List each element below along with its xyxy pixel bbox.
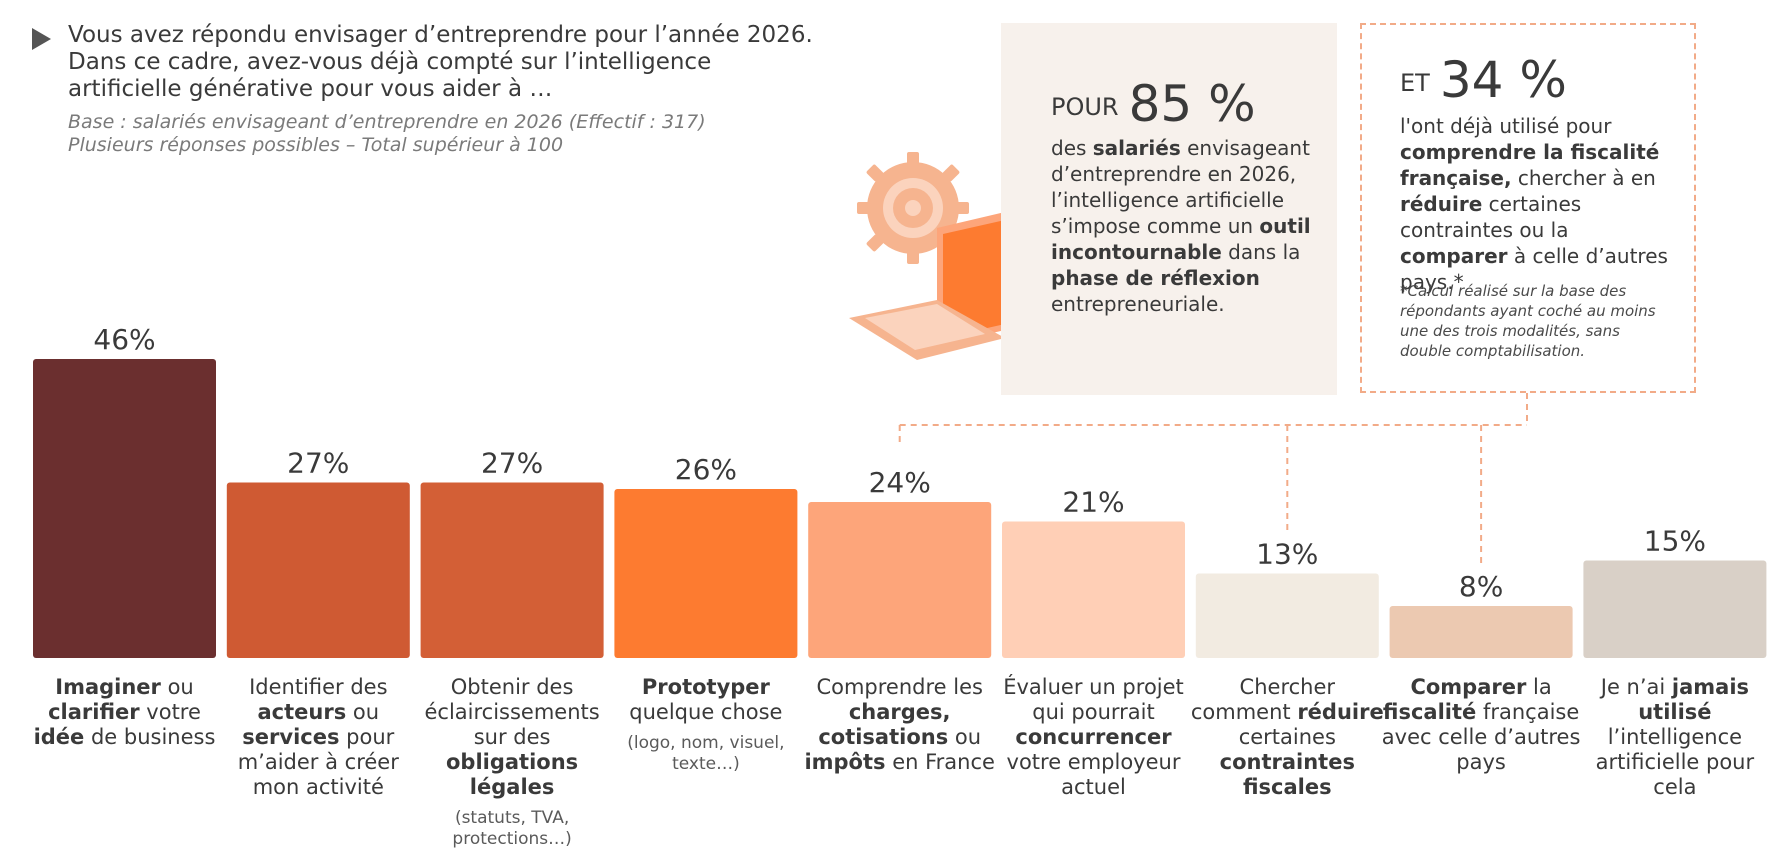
category-note: (logo, nom, visuel, texte…) bbox=[627, 733, 785, 774]
callout-prefix: POUR bbox=[1051, 93, 1119, 121]
category-label-6: Évaluer un projet qui pourrait concurren… bbox=[1003, 675, 1184, 799]
category-bold-text: acteurs bbox=[257, 700, 347, 724]
category-bold-text: services bbox=[242, 725, 340, 749]
bar-3 bbox=[420, 482, 604, 658]
category-bold-text: contraintes fiscales bbox=[1219, 750, 1355, 799]
category-bold-text: jamais utilisé bbox=[1638, 675, 1750, 724]
bar-value-label-3: 27% bbox=[481, 447, 543, 480]
bar-7 bbox=[1195, 573, 1379, 658]
callout-body: l'ont déjà utilisé pour comprendre la fi… bbox=[1400, 113, 1680, 295]
callout-bold: réduire bbox=[1400, 192, 1483, 216]
bar-2 bbox=[226, 482, 410, 658]
callout-text: chercher à en bbox=[1511, 166, 1656, 190]
question-block: Vous avez répondu envisager d’entreprend… bbox=[32, 22, 832, 157]
question-title: Vous avez répondu envisager d’entreprend… bbox=[68, 22, 813, 102]
category-bold-text: idée bbox=[33, 725, 85, 749]
category-label-2: Identifier des acteurs ou services pour … bbox=[237, 675, 399, 799]
category-label-4: Prototyper quelque chose (logo, nom, visu… bbox=[606, 675, 806, 775]
gear-laptop-illustration bbox=[849, 152, 1005, 360]
bar-8 bbox=[1389, 606, 1573, 658]
category-bold-text: réduire bbox=[1297, 700, 1384, 724]
callout-text: l'ont déjà utilisé pour bbox=[1400, 114, 1612, 138]
callout-card-34: ET 34 % l'ont déjà utilisé pour comprendr… bbox=[1360, 23, 1696, 393]
callout-headline: POUR 85 % bbox=[1051, 75, 1256, 133]
callout-text: des bbox=[1051, 136, 1093, 160]
category-label-3: Obtenir des éclaircissements sur des obl… bbox=[412, 675, 612, 850]
category-bold-text: obligations légales bbox=[446, 750, 579, 799]
callout-text: à celle d’autres pays.* bbox=[1400, 244, 1668, 294]
category-bold-text: fiscalité bbox=[1382, 700, 1477, 724]
dashed-connectors bbox=[898, 393, 1528, 565]
bar-1 bbox=[33, 359, 216, 658]
bar-4 bbox=[614, 489, 798, 658]
callout-bold: outil incontournable bbox=[1051, 214, 1311, 264]
bar-value-label-8: 8% bbox=[1459, 570, 1503, 603]
category-label-5: Comprendre les charges, cotisations ou i… bbox=[804, 675, 995, 774]
bar-value-label-6: 21% bbox=[1062, 486, 1124, 519]
callout-bold: salariés bbox=[1092, 136, 1181, 160]
category-bold-text: charges, cotisations bbox=[818, 700, 951, 749]
bar-value-label-2: 27% bbox=[287, 447, 349, 480]
bar-6 bbox=[1002, 521, 1185, 658]
category-bold-text: Imaginer bbox=[55, 675, 161, 699]
callout-text: entrepreneuriale. bbox=[1051, 292, 1225, 316]
callout-headline: ET 34 % bbox=[1400, 51, 1567, 109]
category-bold-text: concurrencer bbox=[1015, 725, 1172, 749]
callout-text: certaines contraintes ou la bbox=[1400, 192, 1582, 242]
callout-bold: comprendre la fiscalité française, bbox=[1400, 140, 1660, 190]
base-line-2: Plusieurs réponses possibles – Total sup… bbox=[68, 134, 564, 156]
category-note: (statuts, TVA, protections…) bbox=[452, 808, 572, 849]
category-label-8: Comparer la fiscalité française avec cel… bbox=[1381, 675, 1581, 774]
callout-prefix: ET bbox=[1400, 69, 1430, 97]
bar-value-label-5: 24% bbox=[869, 466, 931, 499]
callout-value: 34 % bbox=[1439, 51, 1567, 109]
category-bold-text: Comparer bbox=[1410, 675, 1527, 699]
category-bold-text: Prototyper bbox=[641, 675, 770, 699]
laptop-icon bbox=[849, 212, 1005, 360]
callout-bold: comparer bbox=[1400, 244, 1508, 268]
category-label-1: Imaginer ou clarifier votre idée de busi… bbox=[33, 675, 216, 749]
bar-9 bbox=[1583, 560, 1767, 658]
callout-card-85: POUR 85 % des salariés envisageant d’entr… bbox=[1001, 23, 1337, 395]
category-bold-text: impôts bbox=[804, 750, 886, 774]
question-base: Base : salariés envisageant d’entreprend… bbox=[68, 111, 832, 157]
category-label-7: Chercher comment réduire certaines contr… bbox=[1190, 675, 1384, 799]
bar-value-label-7: 13% bbox=[1256, 538, 1318, 571]
callout-text: dans la bbox=[1221, 240, 1301, 264]
callout-body: des salariés envisageant d’entreprendre … bbox=[1051, 135, 1321, 317]
bar-value-label-4: 26% bbox=[675, 453, 737, 486]
callout-bold: phase de réflexion bbox=[1051, 266, 1260, 290]
callout-value: 85 % bbox=[1128, 75, 1256, 133]
bar-5 bbox=[808, 502, 992, 658]
base-line-1: Base : salariés envisageant d’entreprend… bbox=[68, 111, 706, 133]
bar-value-label-1: 46% bbox=[93, 323, 155, 356]
category-label-9: Je n’ai jamais utilisé l’intelligence ar… bbox=[1595, 675, 1755, 799]
bar-value-label-9: 15% bbox=[1644, 525, 1706, 558]
play-arrow-icon bbox=[32, 28, 51, 50]
callout-text: envisageant d’entreprendre en 2026, l’in… bbox=[1051, 136, 1310, 238]
callout-footnote: *Calcul réalisé sur la base des répondan… bbox=[1400, 282, 1656, 360]
category-bold-text: clarifier bbox=[48, 700, 140, 724]
